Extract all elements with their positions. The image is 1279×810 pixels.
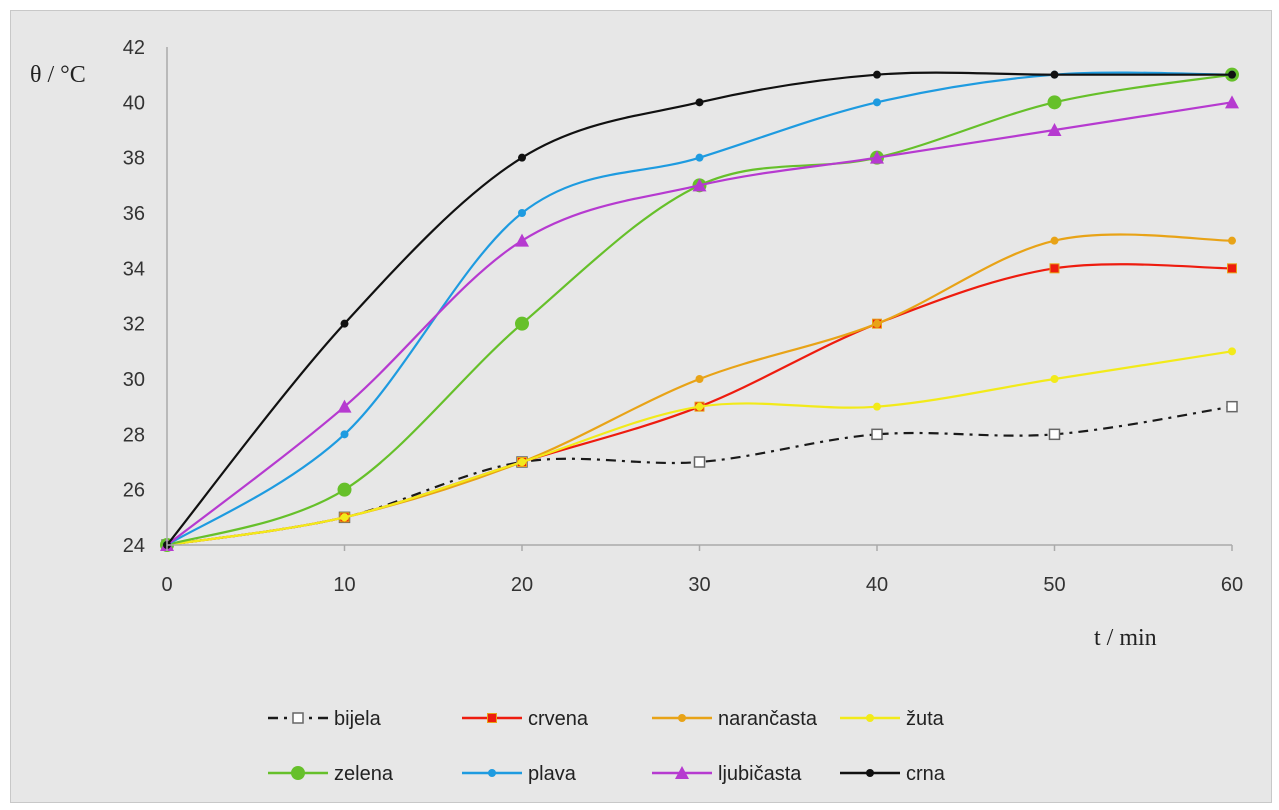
legend-label-žuta: žuta	[906, 708, 945, 730]
data-point-bijela	[693, 456, 706, 468]
legend: bijela crvena narančasta žuta zelena plava lju…	[268, 708, 946, 785]
legend-label-ljubičasta: ljubičasta	[718, 763, 802, 785]
axes: 24 26 28 30 32 34 36 38 40 42 0 10 20 30 40 50 60	[123, 37, 1243, 596]
data-point-plava	[873, 98, 881, 107]
legend-label-crvena: crvena	[528, 708, 589, 730]
legend-marker-crvena	[487, 713, 497, 723]
data-point-crna	[695, 98, 704, 107]
y-tick-label: 32	[123, 314, 145, 336]
y-tick-label: 26	[123, 480, 145, 502]
data-point-narančasta	[1228, 236, 1236, 245]
x-tick-label: 30	[688, 574, 710, 596]
data-point-plava	[340, 430, 349, 439]
legend-marker-plava	[488, 769, 496, 777]
legend-label-plava: plava	[528, 763, 577, 785]
x-tick-label: 0	[161, 574, 172, 596]
series-line-bijela	[166, 405, 1233, 547]
data-point-žuta	[695, 402, 704, 411]
data-point-ljubičasta	[1047, 123, 1062, 136]
series-line-ljubičasta	[166, 101, 1233, 546]
data-point-zelena	[1047, 95, 1062, 110]
legend-marker-bijela	[292, 712, 304, 724]
legend-marker-crna	[866, 769, 874, 777]
y-tick-label: 40	[123, 92, 145, 114]
plot-area	[160, 67, 1239, 552]
x-tick-label: 50	[1043, 574, 1065, 596]
y-tick-label: 42	[123, 37, 145, 59]
legend-marker-ljubičasta	[675, 766, 689, 779]
data-point-žuta	[873, 402, 881, 411]
data-point-ljubičasta	[1225, 95, 1239, 109]
y-axis-title: θ / °C	[30, 62, 86, 88]
y-tick-label: 38	[123, 148, 145, 170]
x-tick-label: 60	[1221, 574, 1243, 596]
y-tick-label: 28	[123, 424, 145, 446]
data-point-crvena	[1227, 263, 1237, 274]
data-point-žuta	[1050, 375, 1059, 383]
legend-marker-narančasta	[678, 714, 686, 722]
y-tick-label: 30	[123, 369, 145, 391]
data-point-crna	[340, 319, 349, 328]
data-point-crna	[1050, 70, 1059, 79]
series-line-plava	[166, 71, 1233, 546]
data-point-zelena	[337, 482, 352, 497]
legend-label-narančasta: narančasta	[718, 708, 818, 730]
data-point-bijela	[1048, 428, 1061, 441]
data-point-ljubičasta	[515, 233, 529, 247]
data-point-žuta	[518, 458, 526, 466]
data-point-žuta	[340, 513, 349, 522]
data-point-narančasta	[1050, 236, 1059, 245]
x-tick-label: 40	[866, 574, 888, 596]
data-point-bijela	[1226, 400, 1238, 413]
data-point-narančasta	[873, 319, 881, 328]
y-tick-label: 34	[123, 258, 145, 280]
data-point-crna	[1228, 70, 1236, 79]
data-point-žuta	[1228, 347, 1236, 356]
x-tick-label: 20	[511, 574, 533, 596]
y-tick-label: 24	[123, 535, 145, 557]
data-point-crna	[873, 70, 881, 79]
legend-marker-zelena	[291, 766, 305, 780]
data-point-ljubičasta	[870, 150, 884, 164]
legend-label-crna: crna	[906, 763, 946, 785]
series-line-crna	[166, 71, 1232, 546]
y-tick-label: 36	[123, 203, 145, 225]
data-point-zelena	[515, 316, 529, 331]
legend-label-bijela: bijela	[334, 708, 382, 730]
series-line-zelena	[166, 73, 1233, 547]
legend-label-zelena: zelena	[334, 763, 394, 785]
x-tick-label: 10	[333, 574, 355, 596]
data-point-narančasta	[695, 375, 704, 383]
data-point-bijela	[871, 428, 883, 441]
legend-marker-žuta	[866, 714, 874, 722]
data-point-crvena	[1049, 263, 1060, 274]
data-point-plava	[518, 209, 526, 217]
x-axis-title: t / min	[1094, 625, 1157, 651]
data-point-ljubičasta	[337, 399, 352, 413]
data-point-plava	[695, 153, 704, 162]
data-point-crna	[518, 153, 526, 162]
data-point-ljubičasta	[692, 178, 707, 192]
